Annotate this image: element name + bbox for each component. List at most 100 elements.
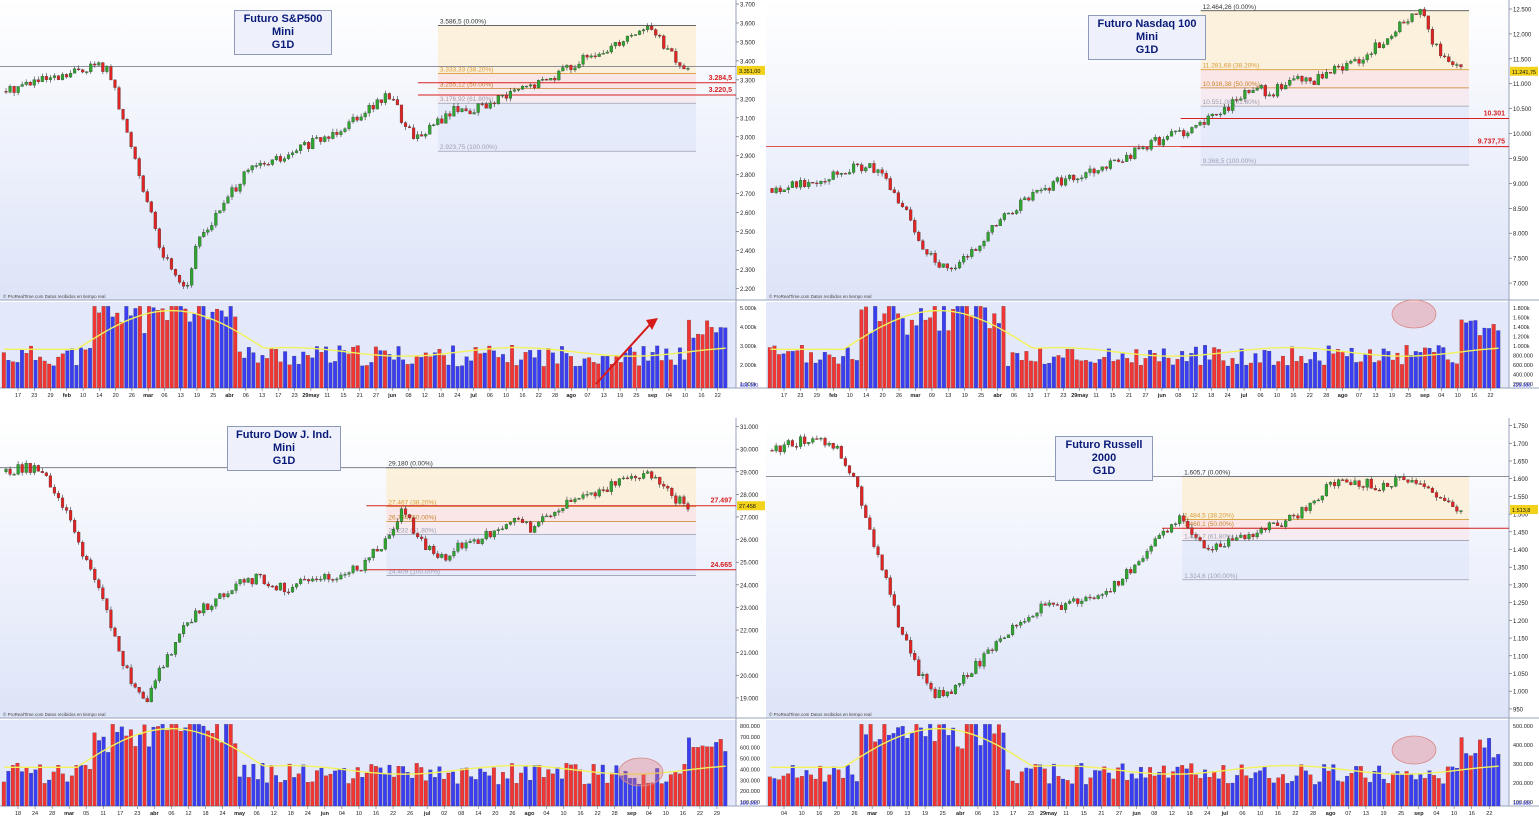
russell-volume-bar: [786, 773, 791, 807]
dow-candle-body: [625, 477, 630, 480]
sp500-volume-bar: [641, 346, 646, 389]
nasdaq-volume-bar: [1029, 360, 1033, 389]
dow-volume-bar: [401, 766, 406, 807]
nasdaq-volume-bar: [809, 352, 813, 389]
nasdaq-volume-bar: [786, 351, 791, 389]
russell-candle-body: [794, 446, 799, 448]
dow-volume-bar: [138, 734, 142, 807]
dow-volume-bar: [187, 724, 192, 807]
nasdaq-xtick-label: 13: [1027, 393, 1033, 399]
dow-candle-body: [323, 574, 327, 580]
russell-candle-body: [1455, 506, 1459, 512]
dow-volume-bar: [269, 765, 274, 807]
dow-candle-body: [36, 465, 40, 472]
sp500-volume-bar: [260, 355, 265, 389]
sp500-volume-bar: [455, 366, 460, 389]
russell-volume-bar: [1084, 784, 1088, 807]
sp500-candle-body: [508, 91, 512, 99]
russell-volume-bar: [891, 733, 896, 807]
nasdaq-xtick-label: 15: [1110, 393, 1116, 399]
sp500-volume-bar: [550, 352, 555, 389]
sp500-candle-body: [533, 84, 537, 88]
dow-volume-bar: [650, 782, 655, 807]
sp500-volume-bar: [355, 345, 360, 389]
nasdaq-xtick-label: 14: [863, 393, 869, 399]
sp500-candle-body: [177, 275, 182, 283]
sp500-candle-body: [64, 74, 69, 78]
sp500-volume-bar: [460, 365, 465, 389]
dow-candle-body: [319, 578, 323, 581]
sp500-candle-body: [686, 68, 690, 70]
dow-candle-body: [658, 476, 662, 485]
nasdaq-volume-bar: [1097, 359, 1102, 389]
sp500-xtick-label: 19: [617, 393, 623, 399]
russell-volume-bar: [795, 777, 800, 807]
dow-candle-body: [444, 554, 448, 561]
dow-volume-bar: [215, 724, 219, 807]
russell-candle-body: [884, 569, 888, 578]
nasdaq-volume-bar: [1386, 351, 1391, 389]
sp500-xtick-label: 08: [405, 393, 411, 399]
dow-volume-bar: [142, 724, 147, 807]
dow-xtick-label: 26: [407, 811, 413, 817]
nasdaq-volume-bar: [1244, 364, 1249, 389]
dow-candle-body: [565, 499, 569, 509]
nasdaq-volume-bar: [1427, 348, 1432, 389]
dow-chart-pane[interactable]: 29.180 (0.00%) 27.467 (38.20%) 26.794 (50.…: [0, 418, 766, 820]
dow-candle-body: [20, 464, 24, 473]
russell-candle-body: [1165, 530, 1170, 533]
dow-volume-bar: [668, 774, 673, 807]
sp500-candle-body: [294, 150, 299, 153]
dow-xtick-label: 14: [475, 811, 481, 817]
nasdaq-candle-body: [1072, 174, 1076, 181]
nasdaq-volume-bar: [955, 306, 960, 389]
russell-candle-body: [1202, 540, 1206, 549]
sp500-volume-bar: [265, 358, 269, 389]
nasdaq-volume-highlight-circle: [1391, 299, 1437, 329]
sp500-candle-body: [278, 156, 282, 162]
nasdaq-volume-bar: [1390, 359, 1395, 389]
sp500-volume-bar: [532, 357, 537, 389]
russell-candle-body: [1288, 514, 1292, 521]
nasdaq-fib-label-4: 9.368,5 (100.00%): [1203, 158, 1256, 165]
nasdaq-candle-body: [1259, 85, 1263, 89]
russell-candle-body: [1019, 622, 1023, 626]
sp500-candle-body: [585, 54, 589, 58]
sp500-ytick-label: 3.000: [740, 135, 756, 141]
russell-candle-body: [839, 446, 843, 459]
russell-volume-moving-average: [770, 727, 1499, 775]
nasdaq-volume-bar: [832, 357, 836, 389]
nasdaq-candle-body: [1296, 76, 1300, 79]
nasdaq-candle-body: [1019, 199, 1023, 211]
sp500-candle-body: [60, 74, 65, 80]
sp500-xtick-label: 13: [601, 393, 607, 399]
sp500-volume-bar: [160, 308, 165, 389]
sp500-chart-pane[interactable]: 3.586,5 (0.00%) 3.333,33 (38.20%) 3.255,12…: [0, 0, 766, 402]
russell-volume-bar: [1180, 765, 1185, 807]
russell-ytick-label: 1.350: [1513, 566, 1529, 572]
dow-ytick-label: 27.000: [740, 515, 759, 521]
russell-candle-body: [1092, 597, 1096, 599]
nasdaq-chart-pane[interactable]: 12.464,26 (0.00%) 11.281,68 (38.20%) 10.91…: [766, 0, 1539, 402]
russell-volume-bar: [1349, 773, 1354, 807]
russell-xtick-label: 13: [993, 811, 999, 817]
russell-candle-body: [1121, 578, 1125, 586]
dow-volume-bar: [582, 783, 587, 807]
nasdaq-candle-body: [786, 187, 790, 190]
russell-chart-pane[interactable]: 1.605,7 (0.00%) 1.484,5 (38.20%) 1.460,1 (…: [766, 418, 1539, 820]
russell-candle-body: [1006, 634, 1011, 638]
sp500-candle-body: [472, 112, 476, 115]
russell-volume-bar: [1372, 770, 1377, 807]
sp500-volume-bar: [677, 347, 682, 389]
sp500-volume-bar: [237, 351, 242, 389]
nasdaq-xtick-label: 16: [1471, 393, 1477, 399]
dow-volume-bar: [319, 767, 324, 807]
nasdaq-candle-body: [1121, 161, 1125, 163]
dow-credit-text: © ProRealTime.com Datos recibidos en tie…: [3, 711, 105, 717]
nasdaq-volume-bar: [877, 321, 882, 389]
nasdaq-fib-label-1: 11.281,68 (38.20%): [1203, 63, 1260, 70]
dow-volume-bar: [224, 724, 229, 807]
sp500-candle-body: [391, 99, 395, 101]
nasdaq-volume-bar: [1235, 363, 1240, 389]
nasdaq-volume-bar: [1093, 362, 1098, 389]
